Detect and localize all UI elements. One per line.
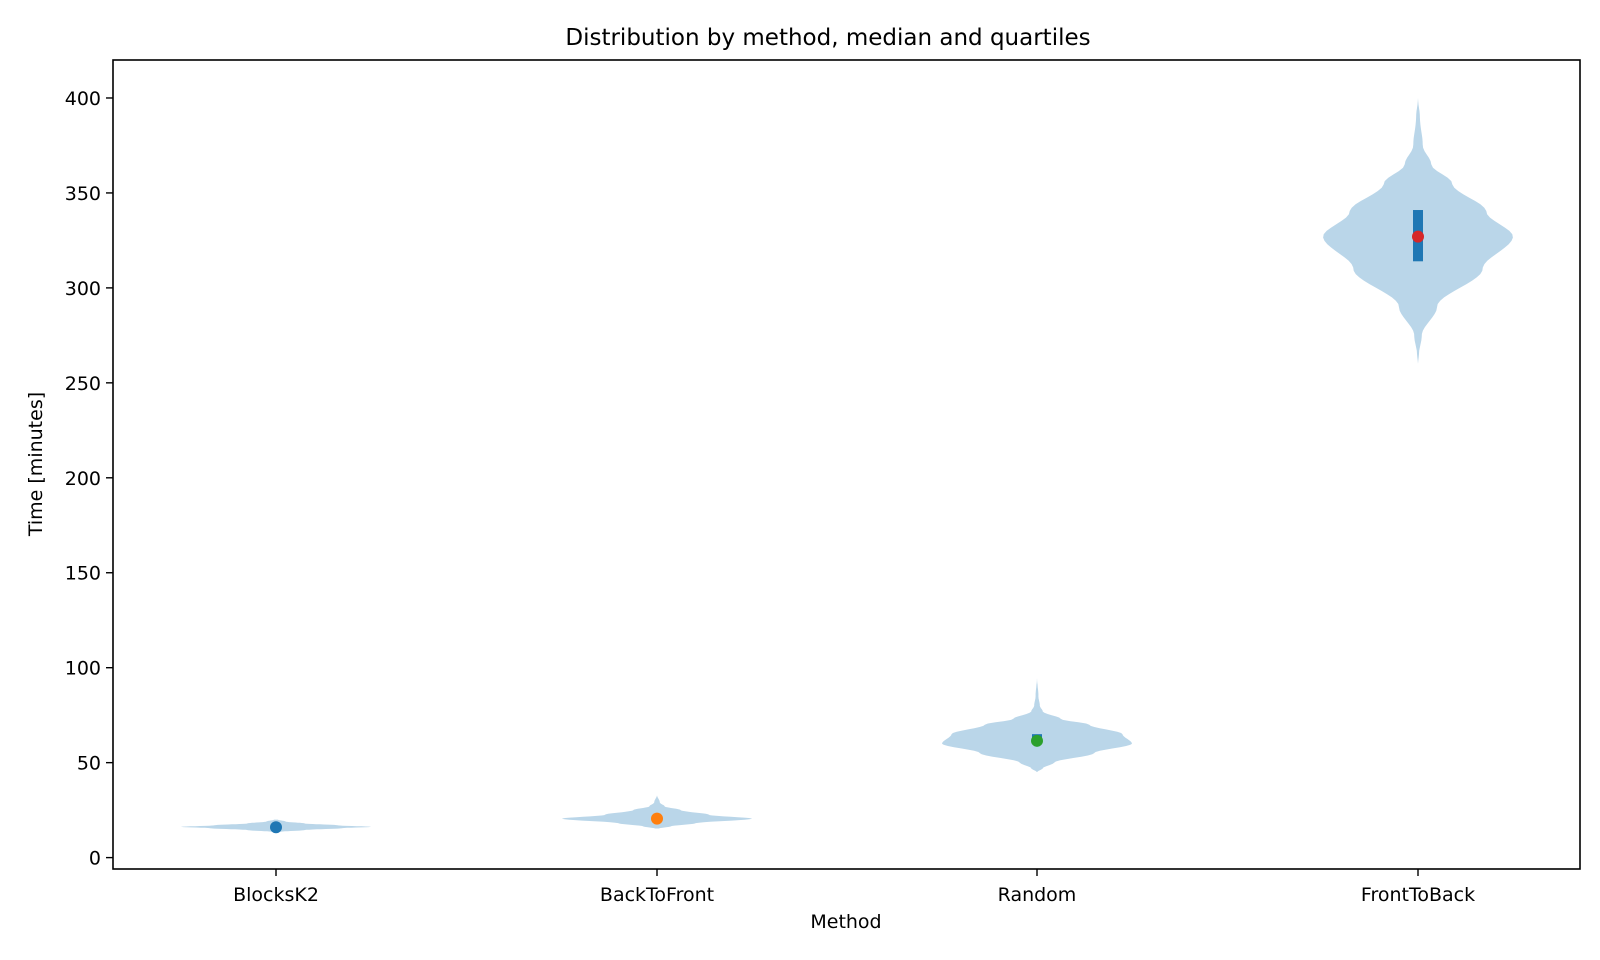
plot-frame [112,59,1581,870]
y-axis-label: Time [minutes] [25,392,47,537]
y-tick-label: 150 [65,563,101,585]
x-tick-label: BlocksK2 [233,884,319,906]
x-tick-label: Random [998,884,1077,906]
x-tick-label: FrontToBack [1361,884,1475,906]
median-marker-FrontToBack [1412,230,1424,243]
y-tick-label: 100 [65,658,101,680]
y-tick-label: 200 [65,468,101,490]
y-tick-label: 350 [65,183,101,205]
y-tick-label: 50 [77,753,101,775]
violin-Random [942,677,1132,773]
y-tick-label: 300 [65,278,101,300]
median-marker-BlocksK2 [270,821,282,834]
median-marker-BackToFront [651,812,663,825]
median-marker-Random [1031,734,1043,747]
plot-area [181,98,1513,834]
y-axis: 0 50 100 150 200 250 300 350 400 [65,88,113,870]
violin-BackToFront [562,794,752,829]
x-tick-label: BackToFront [600,884,714,906]
y-tick-label: 400 [65,88,101,110]
y-tick-label: 250 [65,373,101,395]
chart-title: Distribution by method, median and quart… [565,25,1090,51]
x-axis: BlocksK2 BackToFront Random FrontToBack [233,869,1475,906]
y-tick-label: 0 [89,848,101,870]
x-axis-label: Method [810,911,881,933]
